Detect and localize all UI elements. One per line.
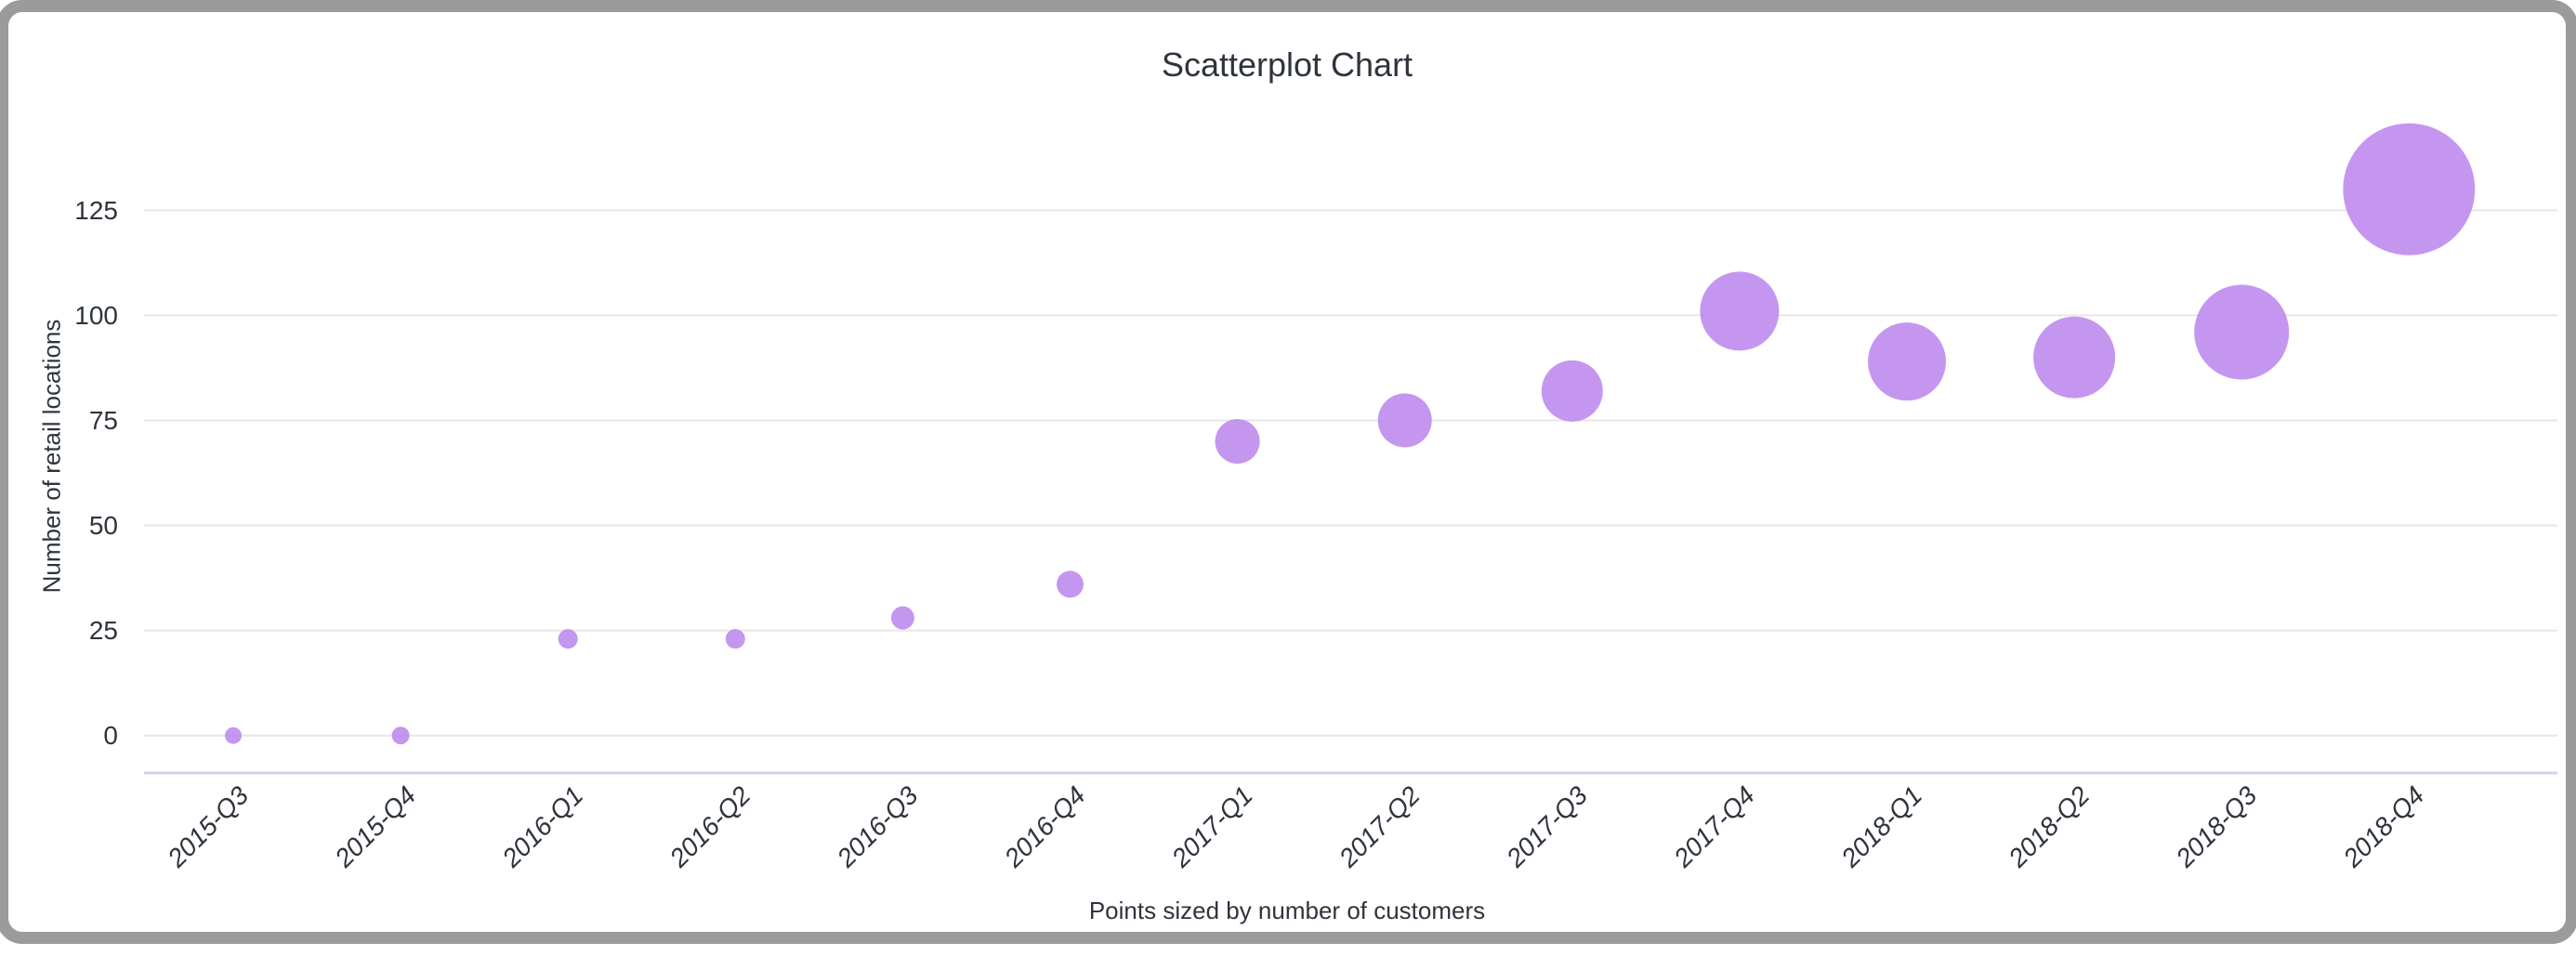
x-tick-label: 2015-Q3 bbox=[162, 780, 255, 873]
chart-title: Scatterplot Chart bbox=[1161, 46, 1413, 84]
x-tick-label: 2016-Q4 bbox=[998, 780, 1091, 873]
scatterplot-canvas: 0 25 50 75 100 125 2015-Q3 2015-Q4 2016-Q1 2016-Q… bbox=[74, 123, 2557, 873]
x-tick-label: 2018-Q3 bbox=[2170, 780, 2263, 873]
bubble-2016-Q4[interactable] bbox=[1057, 570, 1084, 598]
y-tick-label: 100 bbox=[74, 301, 118, 330]
bubble-2016-Q3[interactable] bbox=[890, 606, 914, 630]
x-tick-label: 2016-Q1 bbox=[496, 780, 589, 873]
bubble-2016-Q2[interactable] bbox=[725, 629, 745, 649]
x-tick-label: 2018-Q1 bbox=[1835, 780, 1928, 873]
bubble-2017-Q1[interactable] bbox=[1215, 419, 1260, 465]
bubble-2018-Q3[interactable] bbox=[2194, 284, 2290, 380]
bubble-2018-Q1[interactable] bbox=[1868, 322, 1946, 401]
x-tick-label: 2017-Q2 bbox=[1333, 780, 1426, 873]
bubble-2018-Q2[interactable] bbox=[2033, 316, 2116, 399]
x-axis-title: Points sized by number of customers bbox=[1088, 897, 1486, 924]
y-tick-label: 50 bbox=[89, 511, 118, 540]
x-tick-label: 2018-Q2 bbox=[2003, 780, 2096, 873]
x-tick-label: 2016-Q2 bbox=[664, 780, 756, 873]
bubble-2015-Q4[interactable] bbox=[391, 727, 410, 745]
x-tick-label: 2016-Q3 bbox=[831, 780, 924, 873]
x-tick-label: 2017-Q3 bbox=[1500, 780, 1593, 873]
x-tick-label: 2017-Q1 bbox=[1165, 780, 1258, 873]
bubble-2018-Q4[interactable] bbox=[2343, 123, 2476, 255]
bubble-2017-Q2[interactable] bbox=[1377, 393, 1432, 448]
x-tick-label: 2018-Q4 bbox=[2337, 780, 2430, 873]
bubble-2016-Q1[interactable] bbox=[558, 629, 578, 649]
bubble-2017-Q3[interactable] bbox=[1541, 360, 1603, 422]
bubble-2017-Q4[interactable] bbox=[1700, 271, 1780, 351]
y-tick-label: 125 bbox=[74, 196, 118, 225]
y-tick-label: 25 bbox=[89, 616, 118, 645]
y-tick-label: 0 bbox=[103, 721, 118, 750]
x-tick-label: 2015-Q4 bbox=[329, 780, 422, 873]
x-tick-label: 2017-Q4 bbox=[1667, 780, 1760, 873]
y-tick-label: 75 bbox=[89, 406, 118, 435]
bubble-2015-Q3[interactable] bbox=[225, 727, 242, 744]
